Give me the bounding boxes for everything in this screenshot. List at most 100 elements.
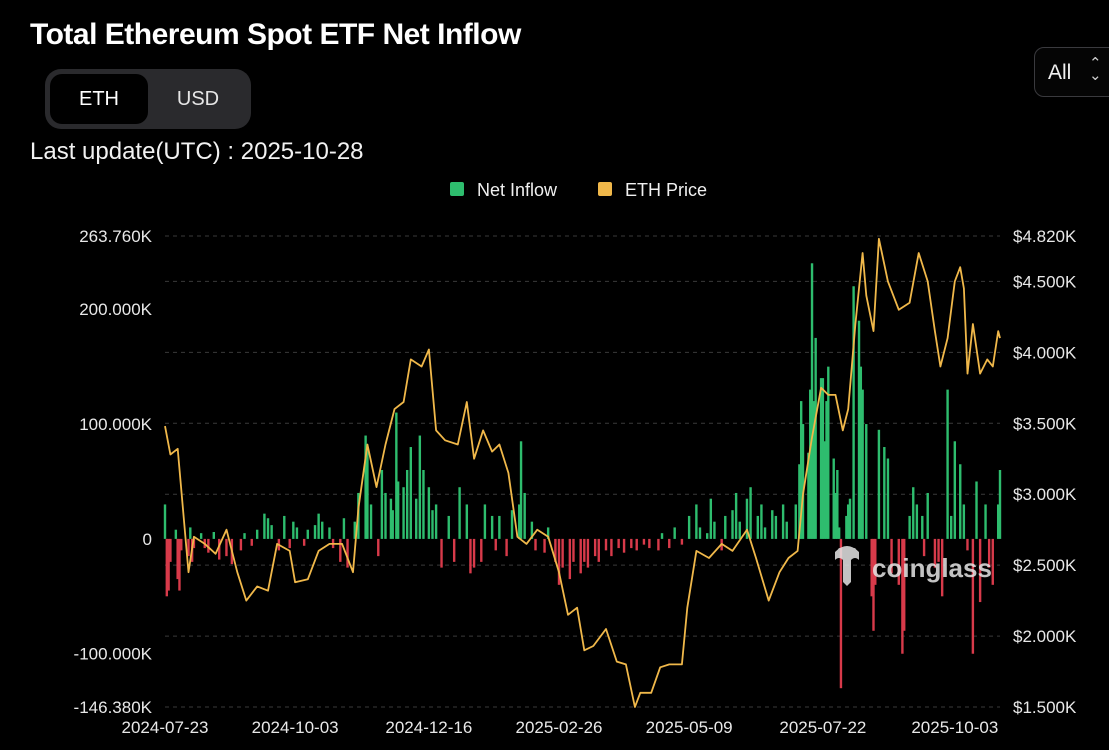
net-inflow-bar [530,521,534,539]
net-inflow-bar [395,412,398,539]
net-inflow-bar [568,538,572,580]
net-inflow-bar [940,538,944,597]
net-inflow-bar [243,533,246,539]
net-inflow-bar [610,538,613,557]
net-inflow-bar [756,515,760,539]
net-inflow-bar [519,441,523,539]
net-inflow-bar [798,464,801,539]
net-inflow-bar [630,538,633,549]
range-select[interactable]: All ⌃ ⌄ [1034,47,1109,97]
net-inflow-bar [825,401,828,539]
unit-eth-button[interactable]: ETH [50,74,148,124]
net-inflow-bar [366,447,369,539]
net-inflow-bar [687,515,691,539]
left-axis-tick-label: 0 [143,530,152,549]
net-inflow-bar [295,527,299,539]
net-inflow-bar [648,538,651,549]
net-inflow-bar [255,529,259,539]
net-inflow-bar [785,521,788,539]
net-inflow-bar [908,515,911,539]
unit-usd-button[interactable]: USD [176,88,220,110]
net-inflow-bar [396,481,400,539]
net-inflow-bar [865,424,868,539]
net-inflow-bar [369,504,373,539]
net-inflow-bar [874,538,877,585]
net-inflow-bar [431,510,434,539]
net-inflow-bar [912,487,915,539]
net-inflow-bar [781,504,785,539]
net-inflow-bar [846,504,850,539]
net-inflow-bar [834,492,837,539]
net-inflow-bar [163,504,167,539]
net-inflow-bar [391,510,394,539]
net-inflow-bar [604,538,608,551]
net-inflow-bar [405,469,409,539]
net-inflow-bar [950,515,953,539]
net-inflow-bar [774,515,778,539]
net-inflow-bar [745,498,749,539]
net-inflow-bar [218,538,221,560]
net-inflow-bar [490,515,494,539]
net-inflow-bar [313,525,317,539]
net-inflow-bar [724,515,727,539]
net-inflow-bar [292,521,295,539]
net-inflow-bar [812,401,816,539]
right-axis-tick-label: $3.000K [1013,485,1077,504]
net-inflow-bar [857,320,861,539]
net-inflow-bar [937,538,940,562]
legend-label-net-inflow: Net Inflow [477,180,558,200]
net-inflow-bar [174,529,178,539]
net-inflow-bar [579,538,582,574]
net-inflow-bar [749,487,752,539]
net-inflow-bar [167,538,170,591]
net-inflow-bar [966,538,969,551]
net-inflow-bar [593,538,597,557]
net-inflow-bar [890,538,893,574]
x-axis-tick-label: 2025-05-09 [646,718,733,737]
net-inflow-bar [695,504,698,539]
net-inflow-bar [543,538,546,553]
x-axis-tick-label: 2025-10-03 [911,718,998,737]
net-inflow-bar [635,538,638,551]
net-inflow-bar [434,504,438,539]
net-inflow-bar [836,469,839,539]
net-inflow-bar [984,504,987,539]
net-inflow-bar [422,469,425,539]
net-inflow-bar [799,401,803,539]
net-inflow-bar [583,538,586,562]
net-inflow-bar [317,513,320,539]
unit-toggle: ETH USD [45,69,251,129]
net-inflow-bar [572,538,575,562]
net-inflow-bar [189,527,192,539]
eth-price-line-group [164,237,1001,708]
net-inflow-bar [353,521,356,539]
right-axis-tick-label: $4.500K [1013,272,1077,291]
net-inflow-bar [897,538,900,585]
net-inflow-bar [819,378,823,539]
watermark-text: coinglass [872,553,992,583]
net-inflow-bar [971,538,975,654]
net-inflow-bar [518,504,521,539]
net-inflow-bar [807,452,810,539]
net-inflow-bar [832,458,835,539]
net-inflow-bar [810,263,814,539]
net-inflow-bar [953,441,957,539]
x-axis-tick-label: 2024-07-23 [122,718,209,737]
net-inflow-bar [384,492,387,539]
net-inflow-bar [270,525,273,539]
net-inflow-bar [680,538,684,545]
net-inflow-bar [760,504,763,539]
net-inflow-bar [418,435,422,539]
net-inflow-bar [321,521,324,539]
net-inflow-bar [996,504,1000,539]
x-axis: 2024-07-23 2024-10-03 2024-12-16 2025-02-26… [122,718,999,737]
watermark: coinglass [835,546,992,586]
left-axis-tick-label: 100.000K [79,415,152,434]
net-inflow-bar [821,378,825,539]
net-inflow-bar [801,424,805,539]
net-inflow-bar [617,538,620,549]
right-axis-tick-label: $3.500K [1013,414,1077,433]
net-inflow-bar [991,538,994,585]
net-inflow-bar [212,532,215,539]
